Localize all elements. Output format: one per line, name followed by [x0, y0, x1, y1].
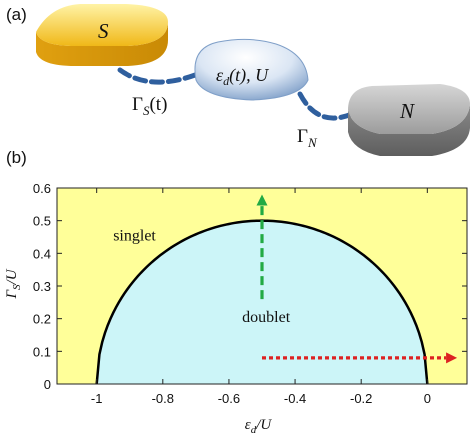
- y-tick-label: 0.3: [33, 279, 51, 294]
- link-s-dot: [117, 67, 201, 85]
- vertical-arrow-head: [256, 194, 268, 206]
- doublet-region-label: doublet: [242, 309, 291, 326]
- x-axis-ticks: -1 -0.8 -0.6 -0.4 -0.2 0: [91, 188, 431, 406]
- link-dot-n: [297, 91, 355, 121]
- x-tick-label: -0.6: [218, 391, 240, 406]
- arrows: [256, 194, 458, 364]
- y-tick-label: 0.6: [33, 181, 51, 196]
- quantum-dot: εd(t), U: [194, 38, 309, 101]
- dot-label: εd(t), U: [216, 65, 269, 88]
- y-tick-label: 0.5: [33, 214, 51, 229]
- doublet-region: [96, 220, 428, 384]
- y-axis-label: ΓS/U: [4, 268, 23, 299]
- coupling-s-label: ΓS(t): [132, 94, 167, 118]
- y-axis-ticks: 0 0.1 0.2 0.3 0.4 0.5 0.6: [33, 181, 467, 392]
- panel-a-label: (a): [6, 5, 27, 24]
- y-tick-label: 0.1: [33, 344, 51, 359]
- x-axis-label: εd/U: [245, 417, 273, 436]
- x-tick-label: -0.4: [284, 391, 306, 406]
- phase-diagram: -1 -0.8 -0.6 -0.4 -0.2 0 00.10.20.30.40.50.6 …: [4, 181, 468, 436]
- normal-letter: N: [399, 99, 415, 123]
- region-labels: singlet doublet: [113, 227, 290, 326]
- coupling-n-label: ΓN: [297, 126, 318, 150]
- singlet-region-label: singlet: [113, 227, 156, 244]
- normal-lead: N: [348, 84, 470, 156]
- superconductor-lead: S: [36, 4, 168, 66]
- horizontal-arrow-head: [446, 352, 458, 364]
- x-tick-label: -0.8: [152, 391, 174, 406]
- x-tick-label: -0.2: [350, 391, 372, 406]
- superconductor-letter: S: [98, 19, 109, 43]
- x-tick-label: -1: [91, 391, 103, 406]
- y-tick-label: 0.2: [33, 312, 51, 327]
- y-tick-label: 0.4: [33, 246, 51, 261]
- y-tick-label: 0: [44, 377, 51, 392]
- x-tick-label: 0: [424, 391, 431, 406]
- panel-b-label: (b): [6, 148, 27, 167]
